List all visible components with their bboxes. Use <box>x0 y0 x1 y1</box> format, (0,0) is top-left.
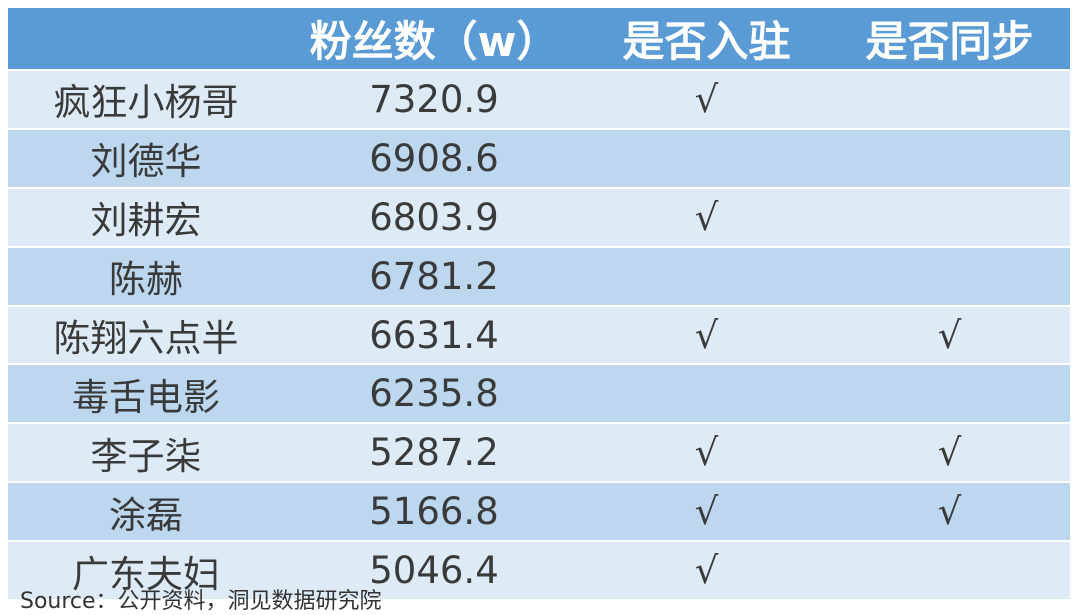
name-cell: 刘耕宏 <box>8 186 284 247</box>
header-synced: 是否同步 <box>829 8 1070 70</box>
fans-cell: 5046.4 <box>284 540 584 600</box>
fans-cell: 7320.9 <box>284 69 584 129</box>
synced-cell: √ <box>829 481 1070 542</box>
joined-cell: √ <box>584 422 829 483</box>
table-row: 刘德华 6908.6 <box>8 127 1070 188</box>
synced-cell <box>829 540 1070 600</box>
table-row: 涂磊 5166.8 √ √ <box>8 481 1070 542</box>
table-row: 疯狂小杨哥 7320.9 √ <box>8 69 1070 129</box>
fans-cell: 5166.8 <box>284 481 584 542</box>
joined-cell <box>584 363 829 424</box>
name-cell: 刘德华 <box>8 127 284 188</box>
table-row: 陈赫 6781.2 <box>8 245 1070 306</box>
joined-cell: √ <box>584 304 829 365</box>
source-note: Source：公开资料，洞见数据研究院 <box>20 589 382 614</box>
synced-cell <box>829 127 1070 188</box>
fans-cell: 6235.8 <box>284 363 584 424</box>
joined-cell: √ <box>584 481 829 542</box>
fans-table: 粉丝数（w） 是否入驻 是否同步 疯狂小杨哥 7320.9 √ 刘德华 6908.6 刘耕… <box>8 8 1070 600</box>
synced-cell: √ <box>829 304 1070 365</box>
fans-cell: 6908.6 <box>284 127 584 188</box>
joined-cell: √ <box>584 69 829 129</box>
joined-cell: √ <box>584 186 829 247</box>
synced-cell: √ <box>829 422 1070 483</box>
name-cell: 陈翔六点半 <box>8 304 284 365</box>
table-row: 毒舌电影 6235.8 <box>8 363 1070 424</box>
synced-cell <box>829 363 1070 424</box>
header-fans: 粉丝数（w） <box>284 8 584 70</box>
synced-cell <box>829 186 1070 247</box>
fans-cell: 5287.2 <box>284 422 584 483</box>
synced-cell <box>829 245 1070 306</box>
joined-cell: √ <box>584 540 829 600</box>
name-cell: 疯狂小杨哥 <box>8 69 284 129</box>
joined-cell <box>584 127 829 188</box>
fans-cell: 6631.4 <box>284 304 584 365</box>
header-row: 粉丝数（w） 是否入驻 是否同步 <box>8 8 1070 70</box>
name-cell: 毒舌电影 <box>8 363 284 424</box>
name-cell: 李子柒 <box>8 422 284 483</box>
header-joined: 是否入驻 <box>584 8 829 70</box>
name-cell: 涂磊 <box>8 481 284 542</box>
name-cell: 陈赫 <box>8 245 284 306</box>
table-row: 刘耕宏 6803.9 √ <box>8 186 1070 247</box>
name-cell: 广东夫妇 <box>8 540 284 600</box>
joined-cell <box>584 245 829 306</box>
fans-cell: 6803.9 <box>284 186 584 247</box>
fans-cell: 6781.2 <box>284 245 584 306</box>
table-row: 陈翔六点半 6631.4 √ √ <box>8 304 1070 365</box>
table-row: 广东夫妇 5046.4 √ <box>8 540 1070 600</box>
synced-cell <box>829 69 1070 129</box>
table-row: 李子柒 5287.2 √ √ <box>8 422 1070 483</box>
header-name <box>8 8 284 70</box>
